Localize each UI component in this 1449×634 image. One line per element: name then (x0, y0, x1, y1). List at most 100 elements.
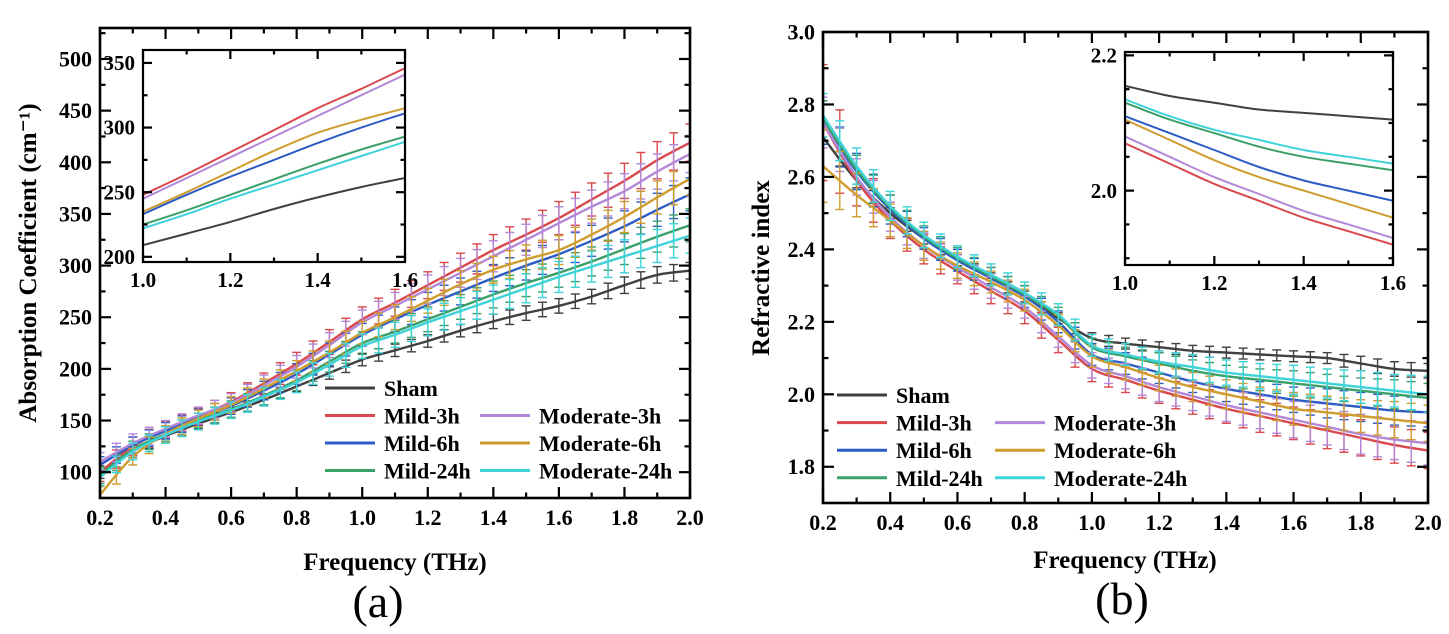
x-tick-label: 1.0 (130, 268, 156, 292)
y-tick-label: 2.2 (1091, 44, 1117, 68)
x-tick-label: 0.6 (217, 505, 245, 530)
x-tick-label: 0.4 (152, 505, 180, 530)
series-line-mild-24h (1125, 101, 1393, 172)
x-tick-label: 1.4 (305, 268, 332, 292)
series-line-mild-3h (1125, 142, 1393, 246)
absorption-axes-tick-labels: 0.2 0.4 0.6 0.8 1.0 1.2 1.4 1.6 1.8 2.0 100 150 200 2… (59, 46, 704, 530)
x-tick-label: 0.2 (809, 510, 837, 535)
refractive-inset-axes-plot-area (1125, 84, 1393, 246)
y-tick-label: 2.0 (788, 382, 816, 407)
series-line-moderate-24h (100, 234, 690, 479)
series-line-moderate-24h (1125, 98, 1393, 165)
series-errorbars-moderate-24h (823, 92, 1428, 414)
series-line-moderate-24h (143, 140, 405, 230)
y-tick-label: 350 (104, 51, 136, 75)
x-tick-label: 1.6 (392, 268, 418, 292)
y-tick-label: 100 (59, 460, 92, 485)
absorption-inset-axes-plot-area (143, 67, 405, 247)
refractive-inset-axes-frame (1123, 50, 1395, 267)
y-tick-label: 150 (59, 408, 92, 433)
x-tick-label: 0.8 (1011, 510, 1039, 535)
x-tick-label: 0.8 (283, 505, 311, 530)
legend-label-sham: Sham (896, 383, 950, 408)
series-line-mild-24h (143, 135, 405, 226)
refractive-inset-axes: 1.0 1.2 1.4 1.6 2.0 2.2 (1091, 44, 1406, 295)
refractive-axes: 0.2 0.4 0.6 0.8 1.0 1.2 1.4 1.6 1.8 2.0 1.8 2.0 2.2 2… (788, 19, 1442, 535)
x-tick-label: 1.4 (1291, 271, 1318, 295)
legend-label-mild-3h: Mild-3h (384, 404, 460, 429)
series-line-sham (143, 177, 405, 247)
x-tick-label: 1.6 (545, 505, 573, 530)
y-tick-label: 1.8 (788, 454, 816, 479)
absorption-axes-legend: ShamMild-3hMild-6hMild-24hModerate-3hMod… (325, 376, 672, 484)
x-tick-label: 1.8 (611, 505, 639, 530)
x-tick-label: 0.2 (86, 505, 114, 530)
x-tick-label: 1.6 (1280, 510, 1308, 535)
series-line-mild-6h (1125, 115, 1393, 202)
y-axis-label-refractive: Refractive index (748, 180, 775, 356)
y-tick-label: 400 (59, 150, 92, 175)
y-axis-label-absorption: Absorption Coefficient (cm⁻¹) (15, 103, 42, 423)
legend-label-mild-6h: Mild-6h (896, 438, 972, 463)
x-tick-label: 2.0 (676, 505, 704, 530)
x-tick-label: 1.4 (480, 505, 508, 530)
y-tick-label: 3.0 (788, 19, 816, 44)
absorption-axes-plot-area (100, 123, 690, 498)
x-tick-label: 1.2 (217, 268, 243, 292)
legend-label-mild-3h: Mild-3h (896, 411, 972, 436)
y-tick-label: 200 (59, 356, 92, 381)
absorption-inset-axes-ticks (141, 50, 407, 262)
x-tick-label: 0.6 (944, 510, 972, 535)
x-tick-label: 1.2 (414, 505, 442, 530)
y-tick-label: 2.2 (788, 309, 816, 334)
series-line-moderate-6h (143, 107, 405, 213)
absorption-axes-frame (98, 26, 692, 500)
absorption-inset-axes-tick-labels: 1.0 1.2 1.4 1.6 200 250 300 350 (104, 51, 419, 292)
refractive-axes-tick-labels: 0.2 0.4 0.6 0.8 1.0 1.2 1.4 1.6 1.8 2.0 1.8 2.0 2.2 2… (788, 19, 1442, 535)
legend-label-mild-24h: Mild-24h (896, 466, 983, 491)
refractive-inset-axes-tick-labels: 1.0 1.2 1.4 1.6 2.0 2.2 (1091, 44, 1406, 295)
y-tick-label: 250 (59, 305, 92, 330)
series-line-sham (1125, 84, 1393, 121)
legend-label-moderate-6h: Moderate-6h (1054, 438, 1176, 463)
series-line-moderate-6h (1125, 118, 1393, 219)
series-line-moderate-24h (823, 114, 1428, 396)
series-line-mild-6h (143, 112, 405, 216)
legend-label-moderate-3h: Moderate-3h (539, 404, 661, 429)
refractive-axes-legend: ShamMild-3hMild-6hMild-24hModerate-3hMod… (837, 383, 1187, 491)
legend-label-moderate-24h: Moderate-24h (1054, 466, 1187, 491)
legend-label-mild-24h: Mild-24h (384, 459, 471, 484)
y-tick-label: 350 (59, 201, 92, 226)
y-tick-label: 300 (59, 253, 92, 278)
series-line-moderate-3h (1125, 135, 1393, 239)
absorption-inset-axes-frame (141, 48, 407, 264)
legend-label-sham: Sham (384, 376, 438, 401)
series-line-mild-3h (143, 67, 405, 196)
y-tick-label: 2.8 (788, 92, 816, 117)
x-tick-label: 1.0 (348, 505, 376, 530)
legend-label-moderate-6h: Moderate-6h (539, 431, 661, 456)
y-tick-label: 450 (59, 98, 92, 123)
x-tick-label: 1.6 (1380, 271, 1406, 295)
x-tick-label: 1.2 (1201, 271, 1227, 295)
y-tick-label: 2.4 (788, 237, 816, 262)
legend-label-moderate-3h: Moderate-3h (1054, 411, 1176, 436)
x-tick-label: 0.4 (876, 510, 904, 535)
y-tick-label: 300 (104, 116, 136, 140)
y-tick-label: 250 (104, 180, 136, 204)
y-tick-label: 2.0 (1091, 179, 1117, 203)
refractive-axes-plot-area (823, 63, 1428, 470)
x-tick-label: 1.0 (1078, 510, 1106, 535)
absorption-axes: 0.2 0.4 0.6 0.8 1.0 1.2 1.4 1.6 1.8 2.0 100 150 200 2… (59, 26, 704, 530)
x-tick-label: 1.8 (1347, 510, 1375, 535)
legend-label-mild-6h: Mild-6h (384, 431, 460, 456)
x-tick-label: 1.2 (1145, 510, 1173, 535)
x-axis-label-absorption: Frequency (THz) (303, 549, 487, 576)
x-tick-label: 1.4 (1213, 510, 1241, 535)
legend-label-moderate-24h: Moderate-24h (539, 459, 672, 484)
refractive-axes-frame (821, 30, 1430, 505)
x-axis-label-refractive: Frequency (THz) (1033, 547, 1217, 574)
y-tick-label: 2.6 (788, 164, 816, 189)
